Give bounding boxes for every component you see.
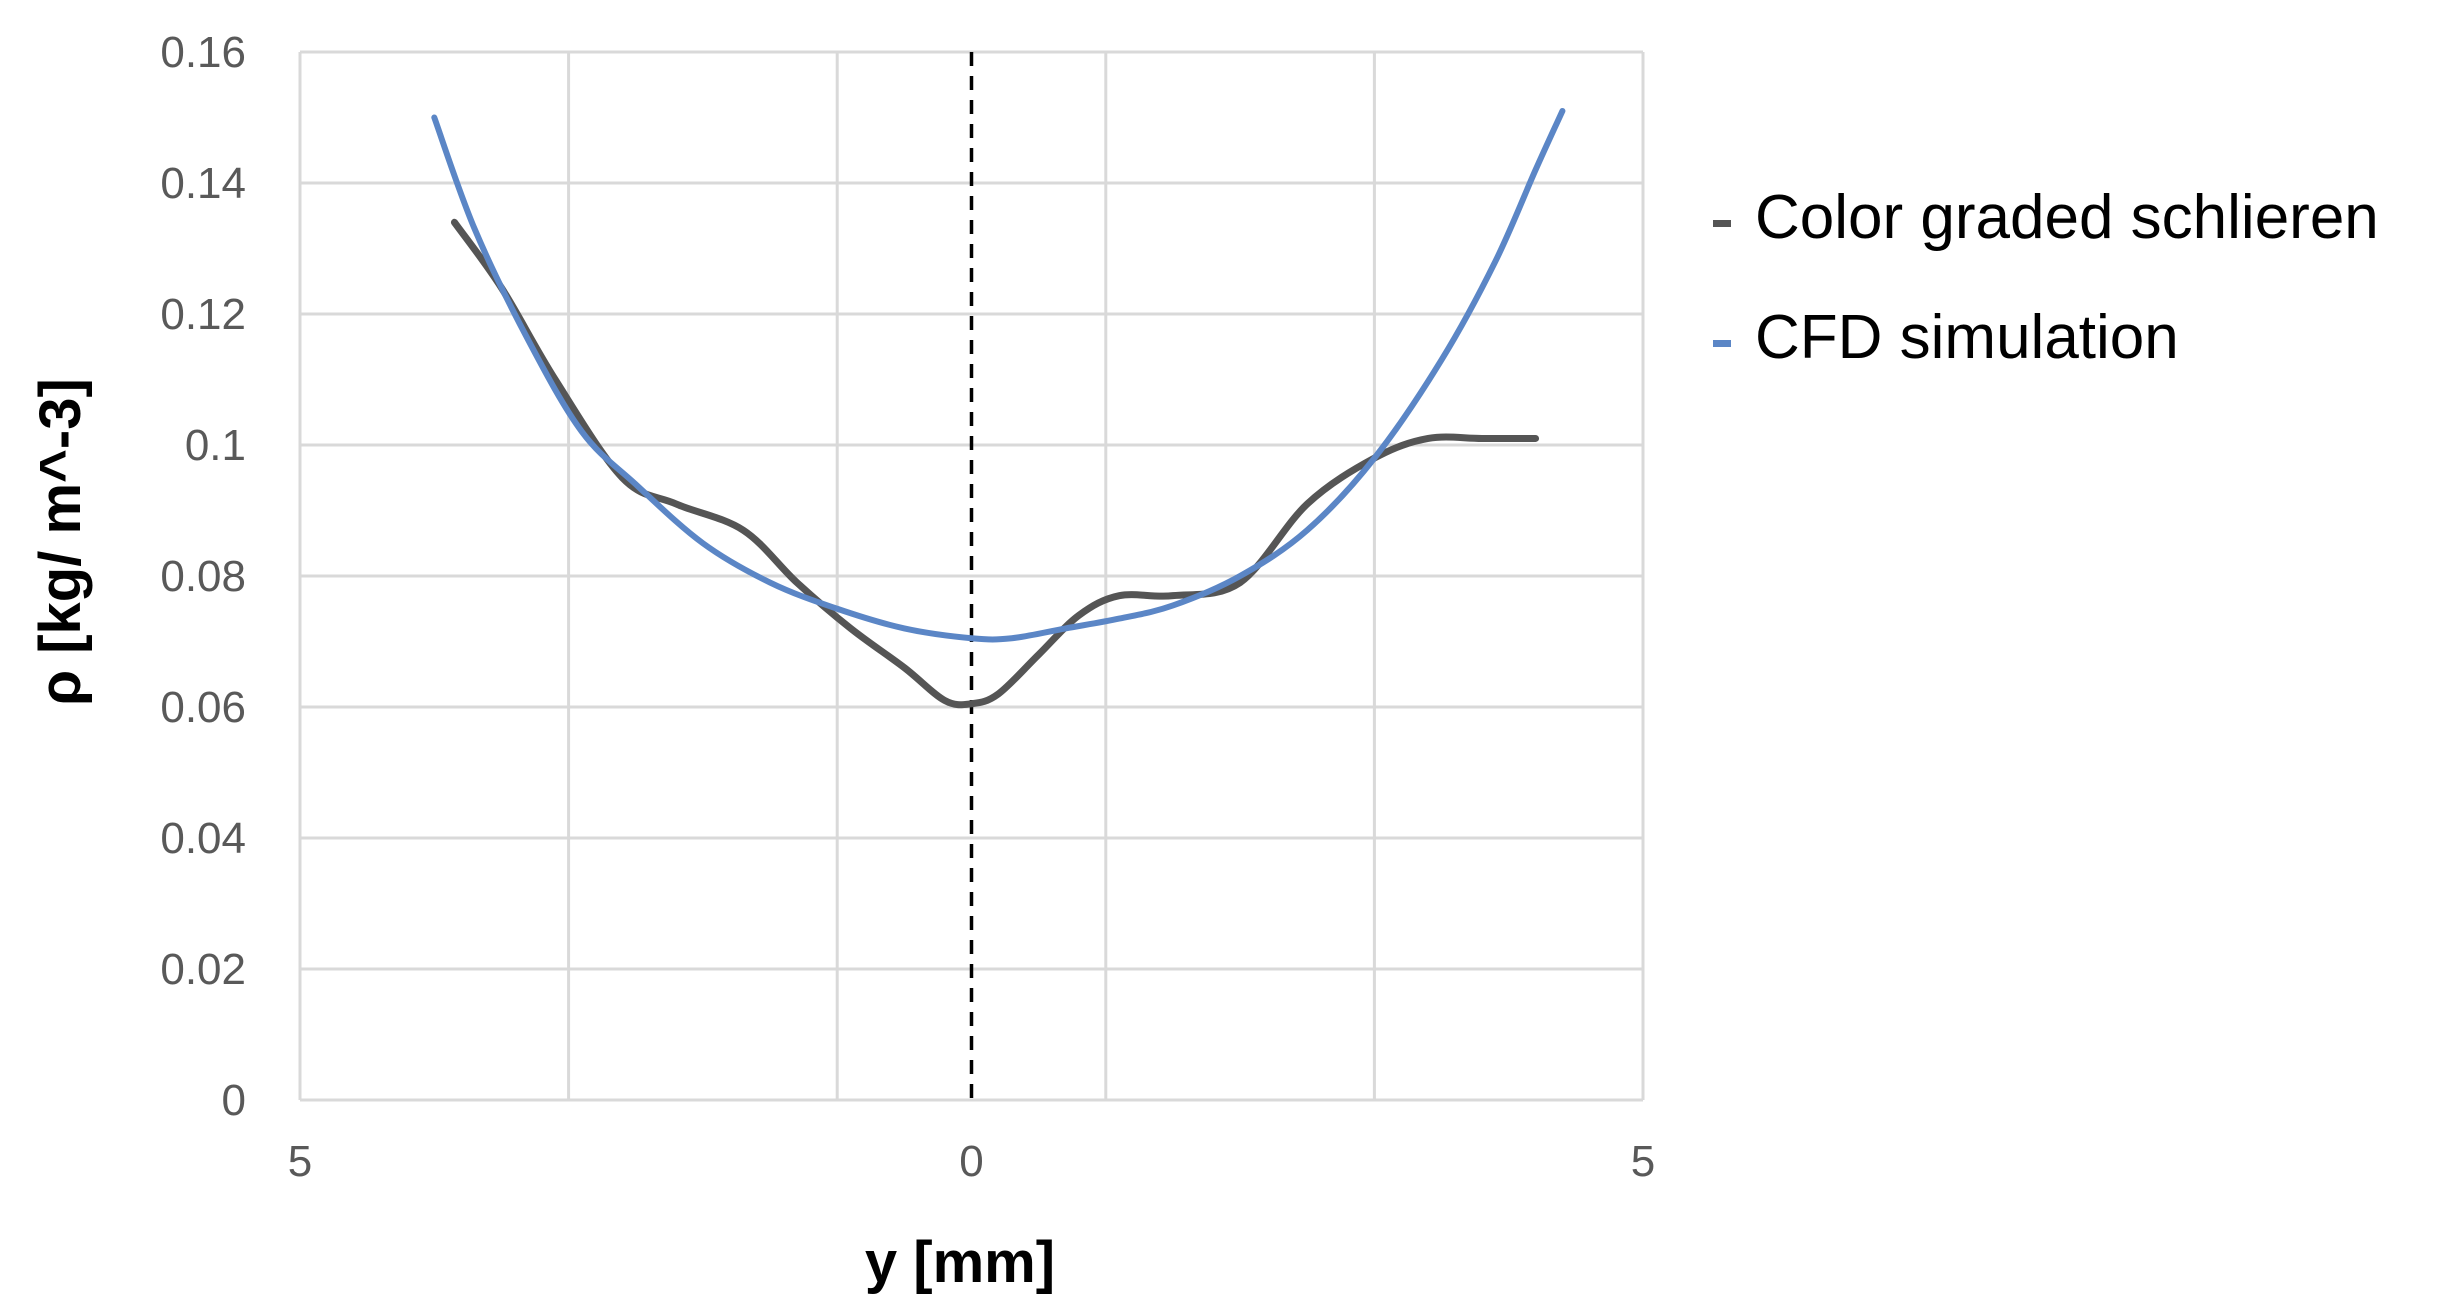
x-axis-title: y [mm] bbox=[865, 1230, 1055, 1295]
y-tick-label: 0.16 bbox=[160, 28, 246, 77]
series-layer bbox=[431, 107, 1566, 709]
legend-swatch bbox=[1713, 220, 1731, 227]
y-axis-title: ρ [kg/ m^-3] bbox=[28, 378, 93, 706]
y-tick-label: 0 bbox=[222, 1076, 246, 1125]
legend-label: CFD simulation bbox=[1755, 303, 2179, 372]
y-tick-label: 0.08 bbox=[160, 552, 246, 601]
y-tick-label: 0.02 bbox=[160, 945, 246, 994]
series-color-graded-schlieren-line bbox=[450, 218, 1540, 709]
legend: Color graded schlieren CFD simulation bbox=[1713, 183, 2379, 372]
y-tick-label: 0.12 bbox=[160, 290, 246, 339]
x-tick-label: 5 bbox=[1631, 1137, 1655, 1186]
x-tick-label: 5 bbox=[288, 1137, 312, 1186]
x-tick-label: 0 bbox=[959, 1137, 983, 1186]
legend-label: Color graded schlieren bbox=[1755, 183, 2379, 252]
series-cfd-simulation-line bbox=[431, 107, 1566, 643]
tick-label-layer: 00.020.040.060.080.10.120.140.165 0 5 bbox=[160, 28, 1655, 1186]
y-tick-label: 0.06 bbox=[160, 683, 246, 732]
legend-swatch bbox=[1713, 340, 1731, 347]
y-tick-label: 0.04 bbox=[160, 814, 246, 863]
y-tick-label: 0.1 bbox=[185, 421, 246, 470]
y-tick-label: 0.14 bbox=[160, 159, 246, 208]
